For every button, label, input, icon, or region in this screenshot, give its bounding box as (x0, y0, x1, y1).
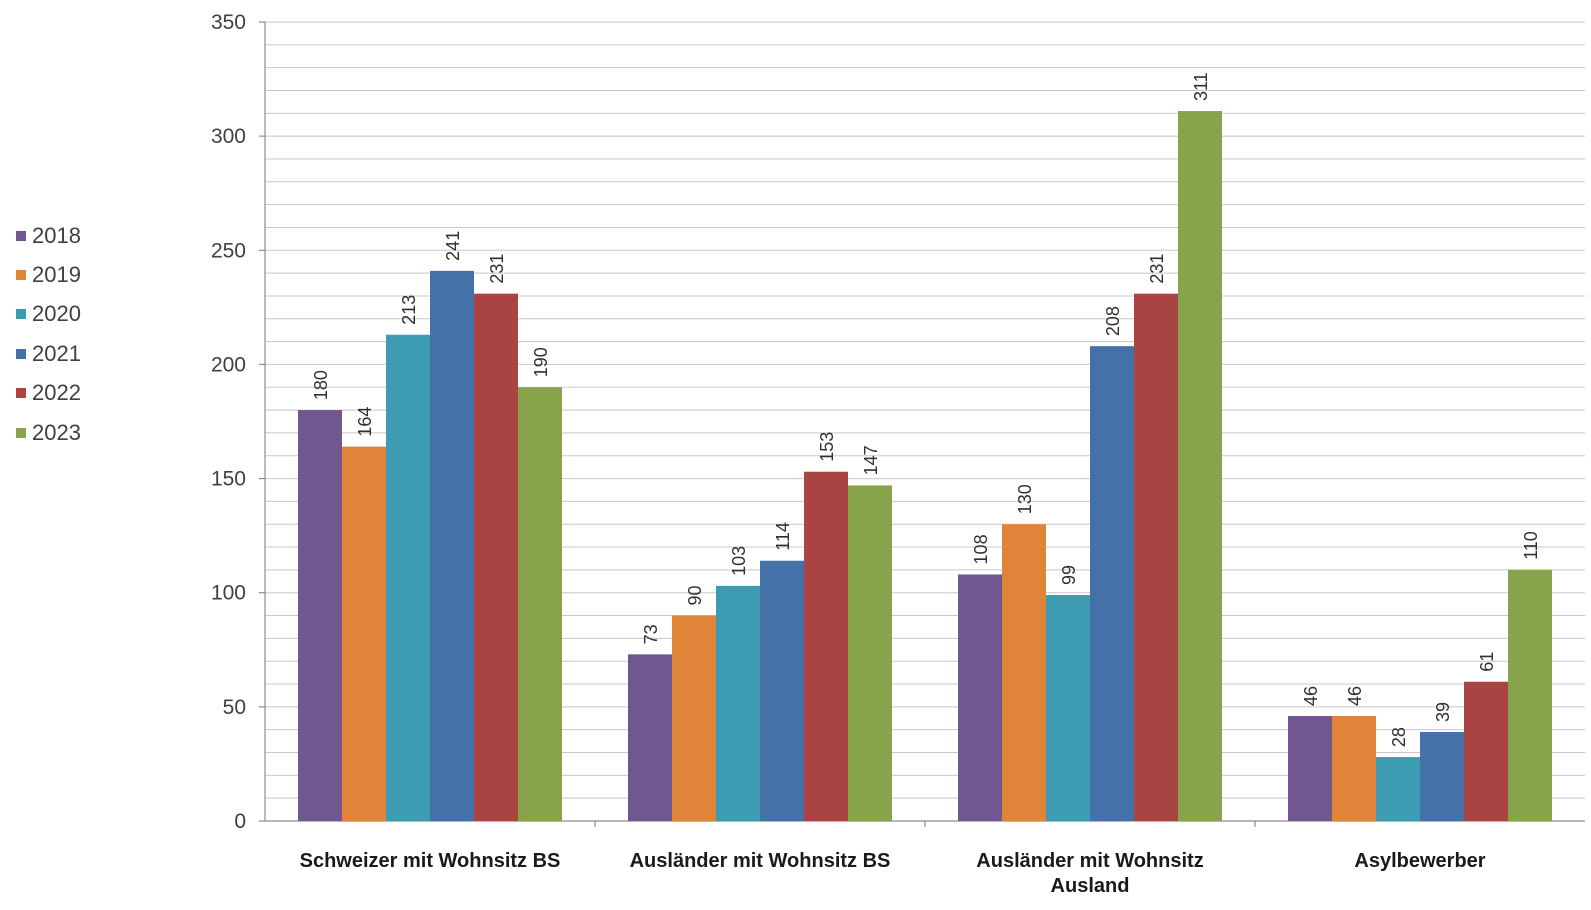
y-tick-label: 250 (211, 239, 246, 262)
bar (672, 615, 716, 821)
y-tick-label: 350 (211, 11, 246, 34)
data-label: 110 (1521, 531, 1541, 560)
legend-swatch (16, 427, 26, 438)
x-tick-label: Ausländer mit Wohnsitz Ausland (976, 850, 1203, 897)
data-label: 147 (861, 445, 881, 475)
data-label: 231 (487, 254, 507, 284)
bar (1178, 111, 1222, 821)
data-label: 208 (1103, 306, 1123, 336)
bar (1002, 524, 1046, 821)
y-tick-label: 200 (211, 353, 246, 376)
data-label: 90 (685, 586, 705, 606)
legend-label: 2019 (32, 262, 81, 288)
bar (1376, 757, 1420, 821)
x-tick-label: Asylbewerber (1354, 850, 1485, 872)
bar (848, 485, 892, 821)
data-label: 61 (1477, 652, 1497, 672)
legend-label: 2022 (32, 380, 81, 406)
y-tick-label: 50 (223, 696, 246, 719)
data-label: 28 (1389, 727, 1409, 747)
bar (958, 574, 1002, 821)
legend-item: 2021 (16, 334, 126, 373)
legend-label: 2020 (32, 301, 81, 327)
data-label: 103 (729, 546, 749, 576)
data-label: 130 (1015, 484, 1035, 514)
bar (1288, 715, 1332, 821)
legend-item: 2022 (16, 374, 126, 413)
bar (298, 410, 342, 821)
data-label: 213 (399, 295, 419, 325)
x-tick-label: Schweizer mit Wohnsitz BS (300, 850, 561, 872)
data-label: 39 (1433, 702, 1453, 722)
data-labels: 180 73 108 46 164 90 130 46 213 103 99 28 241 114 208 3… (311, 72, 1541, 747)
y-tick-label: 150 (211, 468, 246, 491)
legend-label: 2023 (32, 419, 81, 445)
bar (716, 585, 760, 821)
bar (474, 293, 518, 821)
data-label: 190 (531, 347, 551, 377)
chart-legend: 2018 2019 2020 2021 2022 2023 (16, 216, 126, 452)
y-tick-label: 100 (211, 582, 246, 605)
y-tick-label: 0 (234, 810, 246, 833)
bar (760, 560, 804, 821)
data-label: 231 (1147, 254, 1167, 284)
legend-swatch (16, 388, 26, 399)
data-label: 108 (971, 534, 991, 564)
data-label: 46 (1301, 686, 1321, 706)
data-label: 164 (355, 407, 375, 437)
data-label: 99 (1059, 565, 1079, 585)
bar (1332, 715, 1376, 821)
bar (628, 654, 672, 821)
legend-label: 2021 (32, 340, 81, 366)
data-label: 73 (641, 624, 661, 644)
legend-item: 2019 (16, 255, 126, 294)
bar (518, 387, 562, 821)
y-tick-label: 300 (211, 125, 246, 148)
legend-item: 2020 (16, 295, 126, 334)
data-label: 180 (311, 370, 331, 400)
x-tick-label: Ausländer mit Wohnsitz BS (630, 850, 891, 872)
data-label: 114 (773, 522, 793, 551)
legend-label: 2018 (32, 222, 81, 248)
bar (430, 270, 474, 821)
bars (298, 111, 1552, 821)
data-label: 241 (443, 231, 463, 261)
data-label: 46 (1345, 686, 1365, 706)
bar (386, 334, 430, 821)
legend-swatch (16, 309, 26, 320)
bar (342, 446, 386, 821)
legend-item: 2018 (16, 216, 126, 255)
bar (1134, 293, 1178, 821)
bar (1046, 594, 1090, 821)
data-label: 153 (817, 432, 837, 462)
bar (1508, 569, 1552, 821)
bar (1090, 346, 1134, 821)
bar (1464, 681, 1508, 821)
bar (1420, 731, 1464, 821)
legend-item: 2023 (16, 413, 126, 452)
legend-swatch (16, 230, 26, 241)
data-label: 311 (1191, 72, 1211, 101)
bar (804, 471, 848, 821)
legend-swatch (16, 348, 26, 359)
legend-swatch (16, 270, 26, 281)
